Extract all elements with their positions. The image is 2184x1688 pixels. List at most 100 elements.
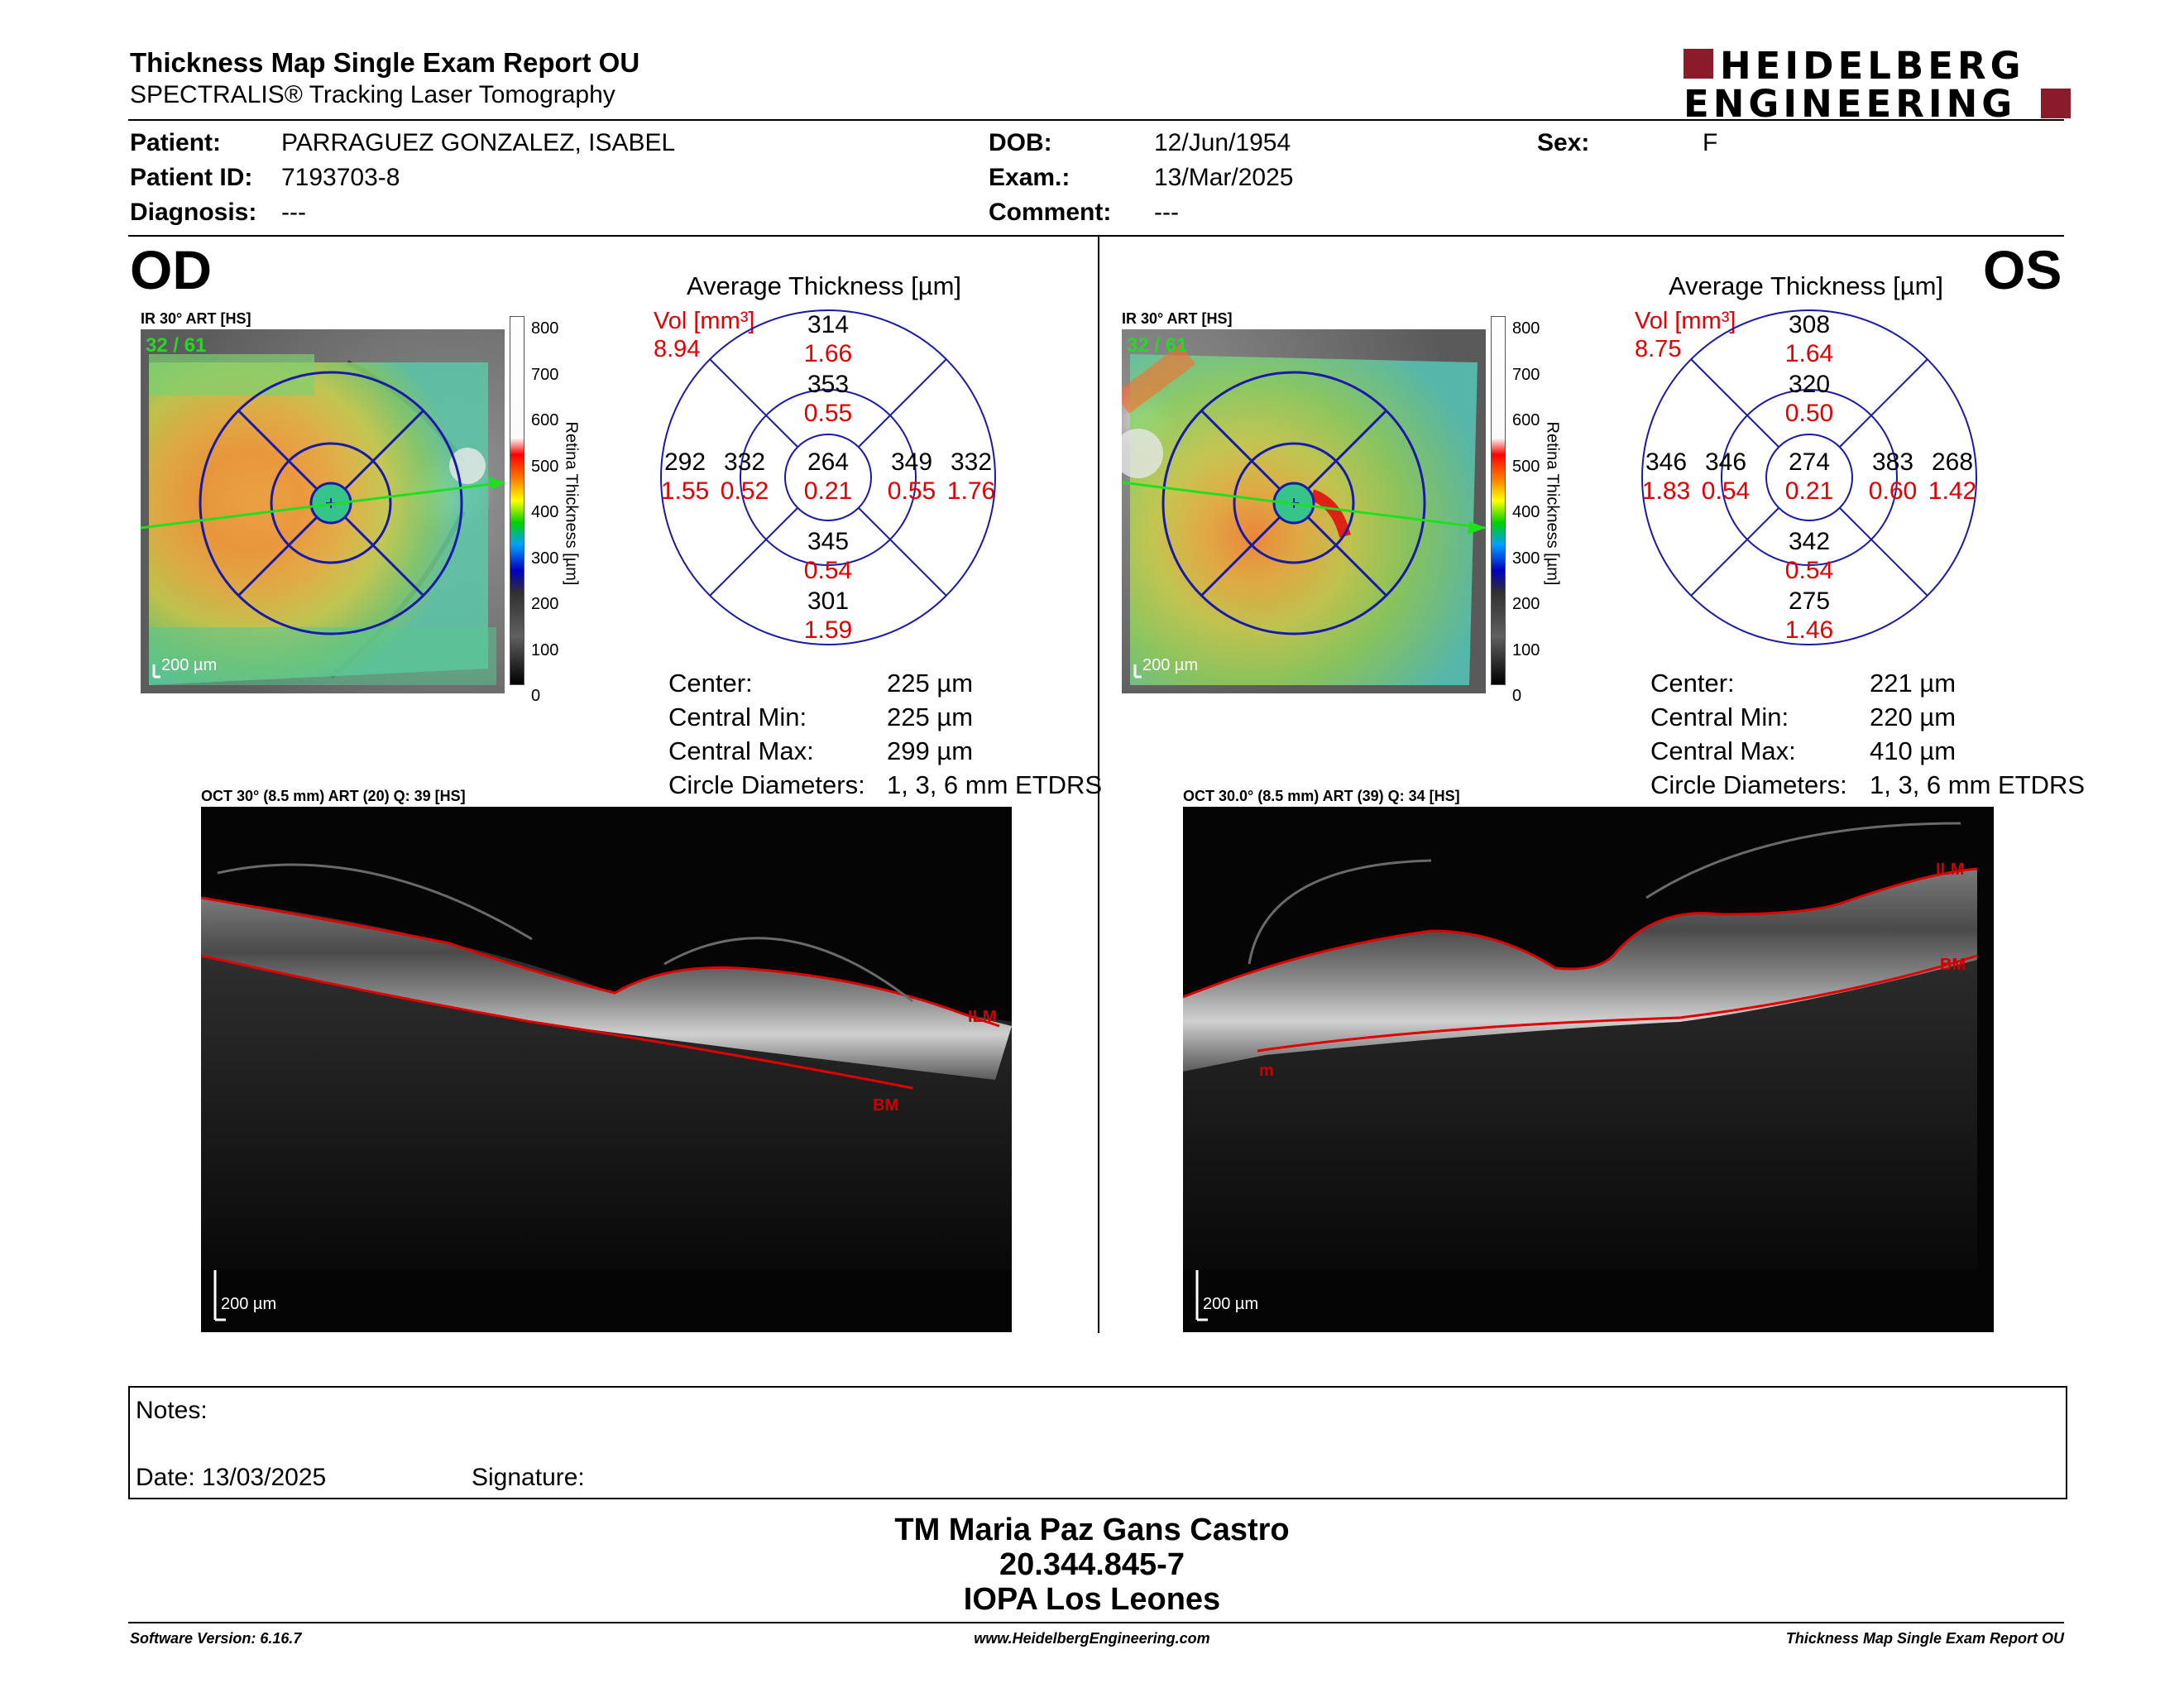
od-inner-left: 332 <box>723 448 766 476</box>
logo-line1: HEIDELBERG <box>1720 46 2025 88</box>
os-tick-200: 200 <box>1512 595 1540 613</box>
od-colorbar <box>510 316 524 685</box>
exam-value: 13/Mar/2025 <box>1154 164 1294 191</box>
os-center-vol: 0.21 <box>1784 477 1834 505</box>
diagnosis-value: --- <box>281 199 306 226</box>
os-ir-overlay: 32 / 61 <box>1127 334 1188 357</box>
os-center-label: Center: <box>1650 669 1735 698</box>
od-vol-value: 8.94 <box>654 336 701 362</box>
od-avg-title: Average Thickness [µm] <box>687 271 962 300</box>
od-etdrs-overlay <box>141 371 505 679</box>
patient-name: PARRAGUEZ GONZALEZ, ISABEL <box>281 129 676 156</box>
os-outer-left: 346 <box>1645 448 1688 476</box>
od-diam-label: Circle Diameters: <box>668 770 865 799</box>
od-tick-300: 300 <box>531 549 559 568</box>
os-fundus-scale: 200 µm <box>1142 656 1199 674</box>
od-inner-right: 349 <box>890 448 933 476</box>
os-tick-100: 100 <box>1512 640 1540 659</box>
os-inner-right-vol: 0.60 <box>1868 477 1918 505</box>
comment-label: Comment: <box>989 199 1112 226</box>
od-ir-label: IR 30° ART [HS] <box>141 310 251 327</box>
report-title: Thickness Map Single Exam Report OU <box>130 47 640 78</box>
od-oct-label: OCT 30° (8.5 mm) ART (20) Q: 39 [HS] <box>201 788 466 804</box>
od-ir-overlay: 32 / 61 <box>146 334 207 357</box>
notes-date: Date: 13/03/2025 <box>136 1464 327 1491</box>
od-center-value: 225 µm <box>887 669 974 698</box>
od-inner-top: 353 <box>807 371 850 398</box>
heidelberg-logo: HEIDELBERG ENGINEERING <box>1684 44 2072 126</box>
os-tick-700: 700 <box>1512 365 1540 384</box>
od-outer-bottom: 301 <box>807 587 850 615</box>
od-grid-values: 314 1.66 353 0.55 292 1.55 332 0.52 264 … <box>659 308 998 647</box>
os-bm-label: BM <box>1940 956 1966 974</box>
os-max-value: 410 µm <box>1870 736 1956 765</box>
diagnosis-label: Diagnosis: <box>130 199 257 226</box>
patient-id-label: Patient ID: <box>130 164 253 191</box>
os-vol-value: 8.75 <box>1635 336 1682 362</box>
notes-signature-label: Signature: <box>472 1464 585 1491</box>
od-tick-600: 600 <box>531 411 559 429</box>
logo-line2: ENGINEERING <box>1684 82 2016 120</box>
notes-box[interactable] <box>128 1386 2067 1499</box>
od-fundus-scale: 200 µm <box>161 656 218 674</box>
od-tick-100: 100 <box>531 640 559 659</box>
od-inner-bottom: 345 <box>807 528 850 555</box>
od-tick-400: 400 <box>531 503 559 521</box>
od-outer-right: 332 <box>950 448 993 476</box>
os-tick-600: 600 <box>1512 411 1540 429</box>
patient-label: Patient: <box>130 129 222 156</box>
os-min-label: Central Min: <box>1650 703 1789 731</box>
os-inner-top: 320 <box>1788 371 1831 398</box>
od-tick-700: 700 <box>531 365 559 384</box>
od-vol-label: Vol [mm³] <box>654 308 755 334</box>
dob-value: 12/Jun/1954 <box>1154 129 1291 156</box>
od-tick-800: 800 <box>531 319 559 338</box>
od-outer-left-vol: 1.55 <box>660 477 710 505</box>
os-tick-800: 800 <box>1512 319 1540 338</box>
od-tick-200: 200 <box>531 595 559 613</box>
os-grid-values: 308 1.64 320 0.50 346 1.83 346 0.54 274 … <box>1640 308 1979 647</box>
od-max-label: Central Max: <box>668 736 814 765</box>
od-etdrs-grid <box>660 309 996 645</box>
footer-report: Thickness Map Single Exam Report OU <box>1785 1630 2064 1647</box>
os-oct-label: OCT 30.0° (8.5 mm) ART (39) Q: 34 [HS] <box>1183 788 1460 804</box>
od-inner-right-vol: 0.55 <box>887 477 936 505</box>
os-tick-500: 500 <box>1512 457 1540 476</box>
od-min-value: 225 µm <box>887 703 974 731</box>
os-outer-right-vol: 1.42 <box>1928 477 1977 505</box>
od-inner-top-vol: 0.55 <box>803 400 853 427</box>
od-min-label: Central Min: <box>668 703 807 731</box>
od-inner-bottom-vol: 0.54 <box>803 557 853 584</box>
od-max-value: 299 µm <box>887 736 974 765</box>
od-center-label: Center: <box>668 669 753 698</box>
os-tick-300: 300 <box>1512 549 1540 568</box>
os-inner-bottom: 342 <box>1788 528 1831 555</box>
os-inner-right: 383 <box>1871 448 1914 476</box>
os-diam-label: Circle Diameters: <box>1650 770 1847 799</box>
od-outer-left: 292 <box>663 448 706 476</box>
os-inner-top-vol: 0.50 <box>1784 400 1834 427</box>
signer-name: TM Maria Paz Gans Castro <box>894 1513 1290 1547</box>
footer-website[interactable]: www.HeidelbergEngineering.com <box>974 1630 1210 1647</box>
os-eye-label: OS <box>1983 239 2062 300</box>
od-eye-label: OD <box>130 239 212 300</box>
os-outer-top: 308 <box>1788 311 1831 338</box>
os-tick-400: 400 <box>1512 503 1540 521</box>
os-ir-label: IR 30° ART [HS] <box>1122 310 1233 327</box>
exam-label: Exam.: <box>989 164 1070 191</box>
patient-id-value: 7193703-8 <box>281 164 400 191</box>
signer-institution: IOPA Los Leones <box>963 1582 1221 1617</box>
os-outer-left-vol: 1.83 <box>1641 477 1691 505</box>
od-ilm-label: ILM <box>968 1008 997 1026</box>
od-bm-label: BM <box>873 1096 899 1115</box>
od-center: 264 <box>807 448 850 476</box>
sex-label: Sex: <box>1537 129 1590 156</box>
os-ilm-label: ILM <box>1936 861 1965 879</box>
od-outer-top-vol: 1.66 <box>803 340 853 367</box>
report-subtitle: SPECTRALIS® Tracking Laser Tomography <box>130 81 615 108</box>
od-inner-left-vol: 0.52 <box>720 477 769 505</box>
od-oct-scan <box>201 807 1012 1332</box>
od-outer-bottom-vol: 1.59 <box>803 616 853 644</box>
od-center-vol: 0.21 <box>803 477 853 505</box>
os-inner-left-vol: 0.54 <box>1701 477 1751 505</box>
